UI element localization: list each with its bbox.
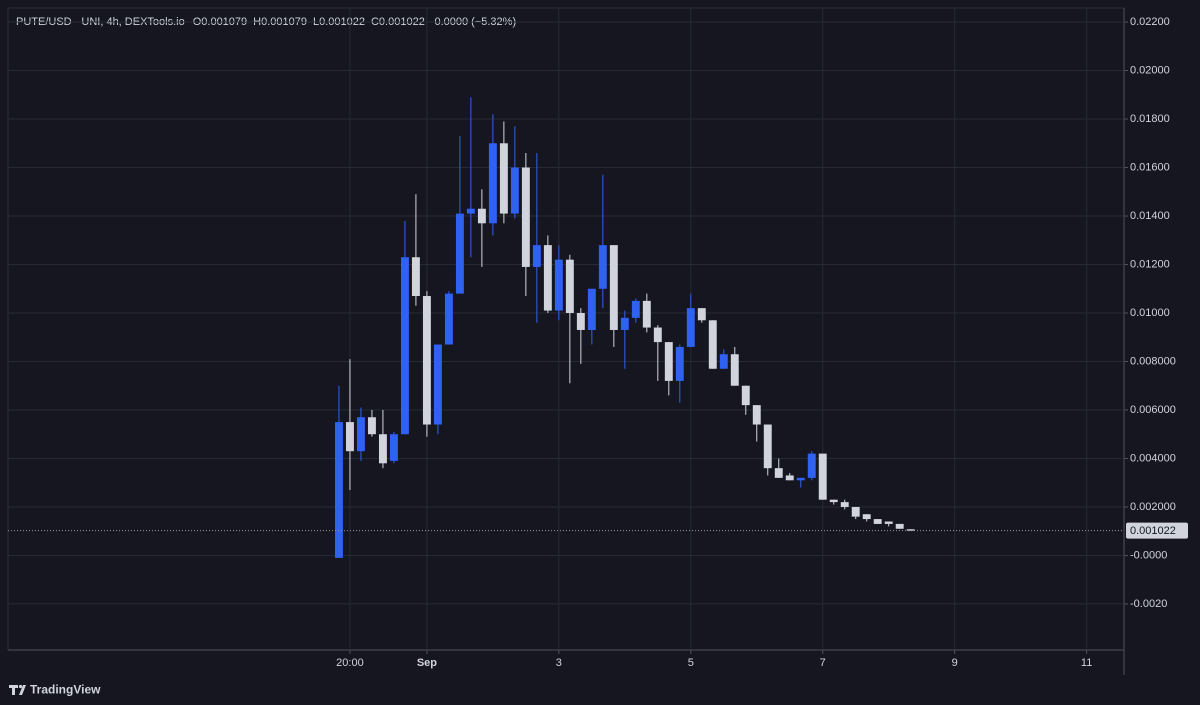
candle-body: [752, 405, 761, 425]
candle-body: [840, 502, 849, 507]
candle-body: [356, 417, 365, 452]
y-tick-label: -0.0020: [1130, 598, 1167, 610]
candle-body: [378, 434, 387, 464]
candle-body: [807, 453, 816, 478]
x-tick-label: 9: [952, 657, 958, 669]
x-tick-label: Sep: [417, 657, 437, 669]
candle-body: [785, 475, 794, 481]
candle-body: [664, 342, 673, 381]
candle-body: [818, 453, 827, 500]
candle-body: [686, 308, 695, 347]
y-tick-label: 0.008000: [1130, 355, 1176, 367]
candle-body: [906, 529, 915, 531]
candle-body: [521, 167, 530, 267]
candle-body: [466, 208, 475, 214]
candle-body: [499, 143, 508, 214]
candle-body: [620, 317, 629, 330]
x-tick-label: 11: [1081, 657, 1092, 669]
candle-body: [565, 259, 574, 313]
candle-body: [532, 245, 541, 267]
candle-body: [730, 354, 739, 386]
y-tick-label: 0.01000: [1130, 307, 1170, 319]
candle-body: [334, 422, 343, 558]
y-tick-label: 0.004000: [1130, 452, 1176, 464]
candle-body: [554, 259, 563, 311]
candle-body: [895, 523, 904, 529]
candle-body: [400, 257, 409, 435]
candle-body: [851, 506, 860, 517]
candle-body: [829, 499, 838, 503]
y-tick-label: 0.01800: [1130, 113, 1170, 125]
candle-body: [455, 213, 464, 294]
candle-body: [774, 468, 783, 478]
brand: TradingView: [30, 683, 101, 697]
y-tick-label: 0.01400: [1130, 210, 1170, 222]
last-price-box: [1126, 522, 1188, 539]
candle-body: [708, 320, 717, 369]
y-tick-label: 0.01200: [1130, 258, 1170, 270]
candle-body: [477, 208, 486, 224]
candle-body: [741, 385, 750, 406]
candle-body: [598, 245, 607, 289]
x-tick-label: 20:00: [336, 657, 364, 669]
y-tick-label: -0.0000: [1130, 549, 1167, 561]
candle-body: [510, 167, 519, 214]
candle-body: [587, 288, 596, 330]
y-tick-label: 0.006000: [1130, 404, 1176, 416]
candle-body: [862, 514, 871, 520]
candle-body: [642, 300, 651, 328]
y-tick-label: 0.002000: [1130, 501, 1176, 513]
candle-body: [488, 143, 497, 224]
candle-body: [763, 424, 772, 469]
candle-body: [444, 293, 453, 345]
x-tick-label: 3: [556, 657, 562, 669]
candle-body: [345, 422, 354, 452]
y-tick-label: 0.01600: [1130, 161, 1170, 173]
candle-body: [609, 245, 618, 330]
candle-body: [389, 434, 398, 461]
candle-body: [796, 477, 805, 481]
x-tick-label: 5: [688, 657, 694, 669]
tradingview-logo: [9, 684, 26, 695]
candle-body: [411, 257, 420, 297]
candle-body: [631, 300, 640, 318]
x-tick-label: 7: [820, 657, 826, 669]
candle-body: [576, 312, 585, 330]
plot-frame: [7, 7, 1125, 651]
candle-body: [433, 344, 442, 425]
y-tick-label: 0.02200: [1130, 16, 1170, 28]
candle-body: [719, 354, 728, 369]
candle-body: [653, 327, 662, 343]
candle-body: [543, 245, 552, 311]
candle-body: [367, 417, 376, 435]
candle-body: [884, 521, 893, 524]
y-tick-label: 0.02000: [1130, 64, 1170, 76]
candle-body: [675, 346, 684, 381]
candle-body: [697, 308, 706, 321]
candle-body: [873, 519, 882, 524]
last-price-label: 0.001022: [1130, 525, 1176, 537]
candle-body: [422, 296, 431, 425]
